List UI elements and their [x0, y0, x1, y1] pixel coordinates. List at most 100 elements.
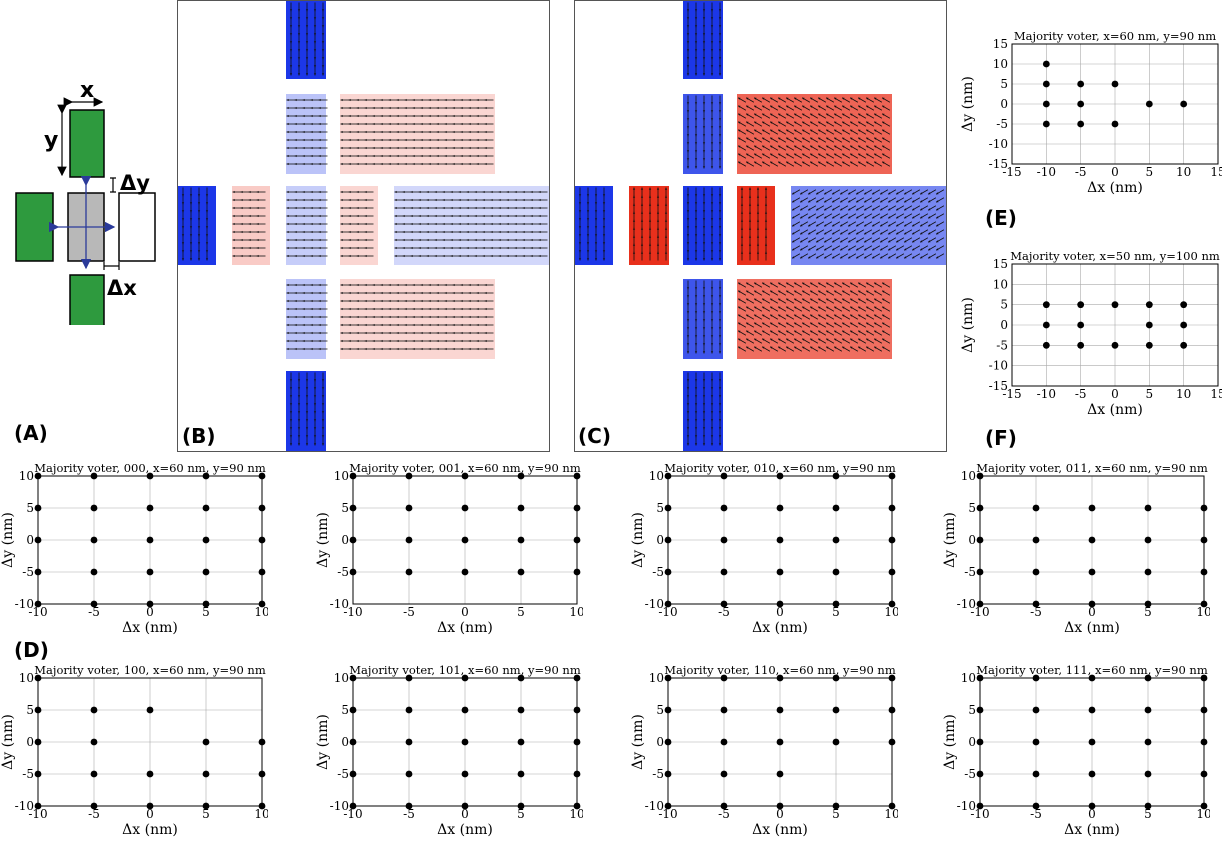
nanomagnet	[683, 279, 723, 359]
x-tick-label: -5	[88, 807, 100, 821]
data-point	[349, 802, 357, 810]
chart-title: Majority voter, 001, x=60 nm, y=90 nm	[349, 462, 581, 475]
data-point	[776, 568, 784, 576]
y-axis-label: Δy (nm)	[942, 512, 958, 568]
x-tick-label: 10	[569, 807, 583, 821]
data-point	[1032, 770, 1040, 778]
data-point	[517, 472, 525, 480]
data-point	[573, 802, 581, 810]
data-point	[1144, 600, 1152, 608]
data-point	[517, 738, 525, 746]
y-tick-label: 10	[649, 671, 664, 685]
data-point	[34, 770, 42, 778]
data-point	[664, 802, 672, 810]
data-point	[146, 802, 154, 810]
data-point	[976, 706, 984, 714]
data-point	[1088, 536, 1096, 544]
data-point	[1144, 802, 1152, 810]
panel-label-b: (B)	[182, 424, 216, 448]
data-point	[1088, 706, 1096, 714]
data-point	[1200, 536, 1208, 544]
y-tick-label: -5	[22, 565, 34, 579]
x-axis-label: Δx (nm)	[122, 822, 178, 838]
data-point	[664, 738, 672, 746]
data-point	[888, 536, 896, 544]
data-point	[34, 738, 42, 746]
data-point	[1088, 600, 1096, 608]
data-point	[90, 706, 98, 714]
data-point	[1200, 600, 1208, 608]
y-tick-label: -10	[645, 799, 664, 813]
x-tick-label: 5	[1144, 807, 1152, 821]
y-tick-label: 0	[968, 735, 976, 749]
data-point	[405, 802, 413, 810]
x-axis-label: Δx (nm)	[1064, 620, 1120, 636]
data-point	[573, 674, 581, 682]
x-axis-label: Δx (nm)	[752, 620, 808, 636]
nanomagnet	[791, 186, 946, 265]
data-point	[573, 568, 581, 576]
data-point	[776, 738, 784, 746]
chart-title: Majority voter, x=50 nm, y=100 nm	[1010, 250, 1220, 263]
data-point	[90, 536, 98, 544]
x-tick-label: -10	[343, 605, 362, 619]
nanomagnet	[178, 186, 216, 265]
data-point	[1088, 770, 1096, 778]
data-point	[664, 674, 672, 682]
data-point	[258, 504, 266, 512]
nanomagnet	[232, 186, 270, 265]
x-axis-label: Δx (nm)	[122, 620, 178, 636]
x-tick-label: 10	[1176, 387, 1191, 401]
y-axis-label: Δy (nm)	[0, 714, 16, 770]
data-point	[1144, 738, 1152, 746]
y-tick-label: -5	[964, 767, 976, 781]
data-point	[573, 770, 581, 778]
data-point	[461, 568, 469, 576]
data-point	[1145, 341, 1153, 349]
data-point	[720, 568, 728, 576]
data-point	[1077, 341, 1085, 349]
x-tick-label: 10	[884, 807, 898, 821]
input-magnet-top	[69, 109, 105, 178]
data-point	[720, 738, 728, 746]
y-tick-label: 5	[341, 501, 349, 515]
data-point	[405, 706, 413, 714]
data-point	[405, 568, 413, 576]
y-tick-label: 0	[656, 533, 664, 547]
data-point	[1077, 321, 1085, 329]
x-tick-label: -10	[28, 807, 47, 821]
y-tick-label: -5	[652, 767, 664, 781]
y-tick-label: 10	[334, 469, 349, 483]
data-point	[1180, 321, 1188, 329]
data-point	[976, 472, 984, 480]
scatter-chart-000: Majority voter, 000, x=60 nm, y=90 nm -10…	[0, 462, 268, 636]
data-point	[1088, 738, 1096, 746]
data-point	[976, 802, 984, 810]
data-point	[888, 504, 896, 512]
data-point	[349, 568, 357, 576]
output-magnet	[118, 192, 156, 262]
panel-label-c: (C)	[578, 424, 611, 448]
x-tick-label: -10	[343, 807, 362, 821]
data-point	[888, 802, 896, 810]
data-point	[776, 770, 784, 778]
nanomagnet	[286, 94, 328, 174]
y-tick-label: 0	[26, 735, 34, 749]
x-tick-label: 5	[832, 605, 840, 619]
y-tick-label: 0	[26, 533, 34, 547]
data-point	[720, 706, 728, 714]
x-tick-label: -5	[718, 605, 730, 619]
x-tick-label: 15	[1210, 387, 1222, 401]
data-point	[517, 568, 525, 576]
data-point	[517, 674, 525, 682]
data-point	[888, 706, 896, 714]
data-point	[1042, 80, 1050, 88]
data-point	[1144, 674, 1152, 682]
data-point	[1032, 568, 1040, 576]
data-point	[720, 504, 728, 512]
x-tick-label: 5	[517, 605, 525, 619]
x-tick-label: 0	[1111, 387, 1119, 401]
data-point	[202, 802, 210, 810]
data-point	[461, 770, 469, 778]
y-tick-label: 10	[649, 469, 664, 483]
